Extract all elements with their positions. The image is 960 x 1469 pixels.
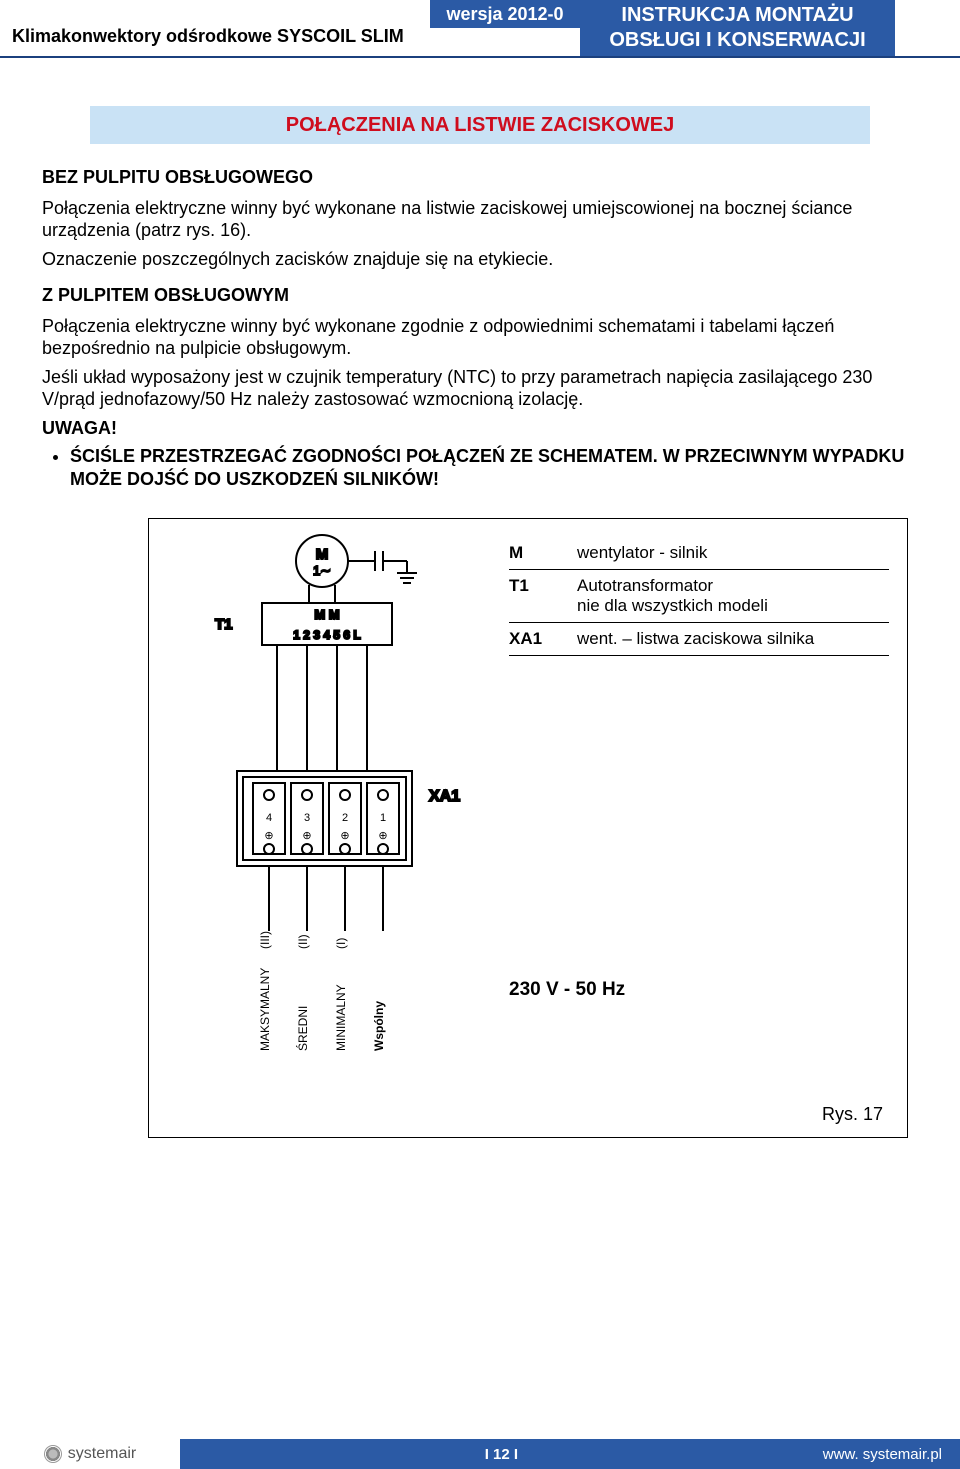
legend-row-xa1: XA1 went. – listwa zaciskowa silnika (509, 623, 889, 656)
svg-text:⊕: ⊕ (340, 830, 349, 842)
svg-text:⊕: ⊕ (264, 830, 273, 842)
warning-item-1: ŚCIŚLE PRZESTRZEGAĆ ZGODNOŚCI POŁĄCZEŃ Z… (70, 445, 918, 490)
footer-site-url: www. systemair.pl (823, 1446, 942, 1463)
header-manual-line1: INSTRUKCJA MONTAŻU (621, 3, 853, 28)
svg-text:MINIMALNY: MINIMALNY (334, 984, 348, 1051)
warning-list: ŚCIŚLE PRZESTRZEGAĆ ZGODNOŚCI POŁĄCZEŃ Z… (70, 445, 918, 490)
svg-text:(I): (I) (334, 938, 348, 949)
body-text: BEZ PULPITU OBSŁUGOWEGO Połączenia elekt… (42, 166, 918, 490)
diagram-legend: M wentylator - silnik T1 Autotransformat… (509, 537, 889, 656)
svg-text:ŚREDNI: ŚREDNI (295, 1006, 310, 1051)
motor-label-1: 1∼ (313, 563, 331, 578)
svg-text:(III): (III) (258, 931, 272, 949)
svg-text:3: 3 (304, 812, 310, 824)
header-left-title: Klimakonwektory odśrodkowe SYSCOIL SLIM (12, 26, 404, 47)
section-title-bar: POŁĄCZENIA NA LISTWIE ZACISKOWEJ (90, 106, 870, 144)
figure-number-label: Rys. 17 (822, 1104, 883, 1125)
heading-with-panel: Z PULPITEM OBSŁUGOWYM (42, 284, 918, 307)
para-3: Połączenia elektryczne winny być wykonan… (42, 315, 918, 360)
wiring-schematic-svg: M 1∼ T1 M M 1 2 3 4 5 6 L (167, 531, 497, 1121)
warning-title: UWAGA! (42, 417, 918, 440)
heading-no-panel: BEZ PULPITU OBSŁUGOWEGO (42, 166, 918, 189)
svg-text:2: 2 (342, 812, 348, 824)
legend-key: XA1 (509, 629, 557, 649)
t1-bot-row: 1 2 3 4 5 6 L (293, 628, 360, 642)
svg-text:Wspólny: Wspólny (372, 1001, 386, 1051)
svg-text:1: 1 (380, 812, 386, 824)
footer-page-number: I 12 I (180, 1446, 823, 1463)
gear-icon (44, 1445, 62, 1463)
svg-text:⊕: ⊕ (302, 830, 311, 842)
power-rating-label: 230 V - 50 Hz (509, 979, 625, 1001)
svg-text:⊕: ⊕ (378, 830, 387, 842)
footer-logo: systemair (0, 1439, 180, 1469)
svg-text:MAKSYMALNY: MAKSYMALNY (258, 968, 272, 1051)
header-version-badge: wersja 2012-0 (430, 0, 580, 28)
svg-text:4: 4 (266, 812, 272, 824)
xa1-label: XA1 (429, 788, 460, 805)
header-manual-line2: OBSŁUGI I KONSERWACJI (609, 28, 865, 53)
header-manual-badge: INSTRUKCJA MONTAŻU OBSŁUGI I KONSERWACJI (580, 0, 895, 56)
motor-label-M: M (316, 546, 329, 563)
legend-key: M (509, 543, 557, 563)
legend-row-t1: T1 Autotransformator nie dla wszystkich … (509, 570, 889, 623)
para-4: Jeśli układ wyposażony jest w czujnik te… (42, 366, 918, 411)
t1-left-label: T1 (215, 616, 233, 633)
page-header: Klimakonwektory odśrodkowe SYSCOIL SLIM … (0, 0, 960, 58)
legend-key: T1 (509, 576, 557, 596)
legend-val: wentylator - silnik (577, 543, 889, 563)
para-1: Połączenia elektryczne winny być wykonan… (42, 197, 918, 242)
footer-logo-text: systemair (68, 1445, 136, 1463)
legend-row-m: M wentylator - silnik (509, 537, 889, 570)
legend-val: Autotransformator nie dla wszystkich mod… (577, 576, 889, 616)
legend-val: went. – listwa zaciskowa silnika (577, 629, 889, 649)
para-2: Oznaczenie poszczególnych zacisków znajd… (42, 248, 918, 271)
t1-top-row: M M (314, 607, 339, 622)
svg-text:(II): (II) (296, 934, 310, 949)
header-rule (0, 56, 960, 58)
page-footer: systemair I 12 I www. systemair.pl (0, 1439, 960, 1469)
wiring-diagram-frame: M wentylator - silnik T1 Autotransformat… (148, 518, 908, 1138)
